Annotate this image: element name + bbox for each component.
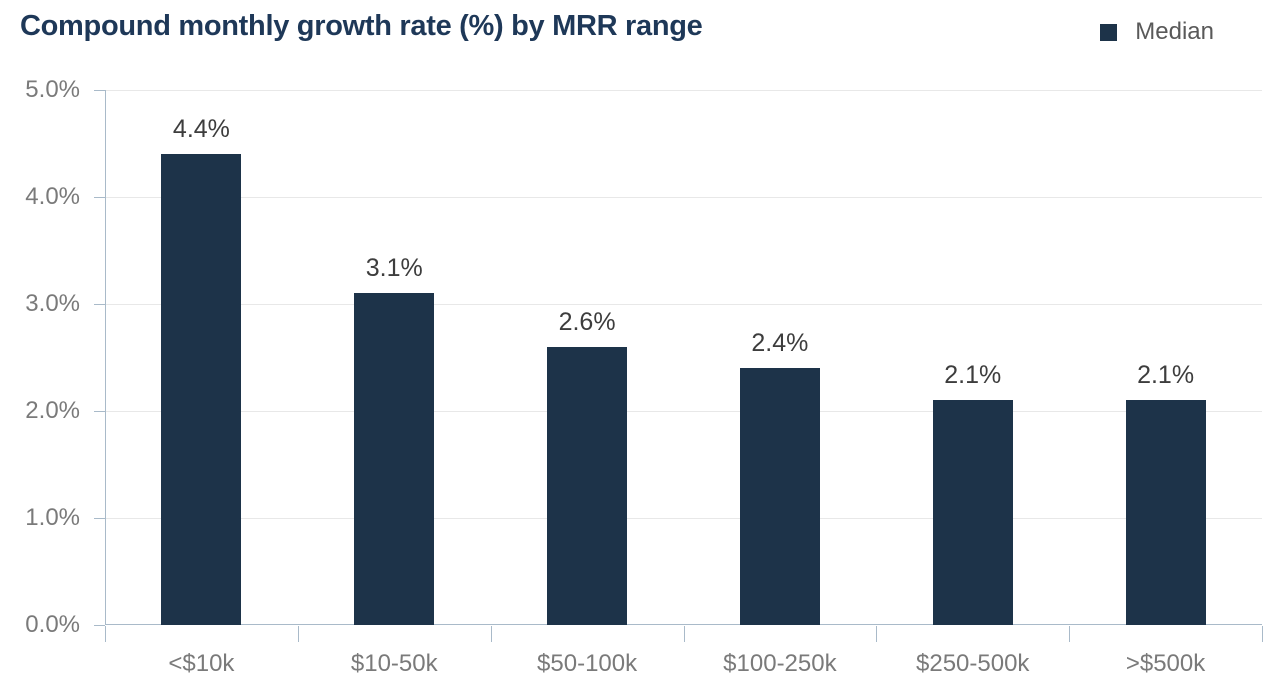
- chart-title: Compound monthly growth rate (%) by MRR …: [20, 10, 703, 42]
- y-axis-tick: [94, 411, 105, 412]
- y-axis-label: 4.0%: [25, 183, 80, 210]
- x-axis-label: >$500k: [1125, 650, 1206, 677]
- x-axis-tick: [490, 626, 492, 642]
- x-axis-label: $250-500k: [916, 650, 1030, 677]
- bar-column: 2.1%: [1069, 90, 1262, 625]
- bar-value-label: 2.6%: [558, 307, 616, 336]
- y-axis-tick: [94, 518, 105, 519]
- y-axis-label: 0.0%: [25, 611, 80, 638]
- x-axis-label: $50-100k: [537, 650, 638, 677]
- y-axis-label: 5.0%: [25, 76, 80, 103]
- bar-column: 2.1%: [876, 90, 1069, 625]
- bar: [161, 154, 242, 625]
- gridline: [106, 90, 1262, 91]
- bars-row: 4.4% 3.1% 2.6% 2.4% 2.1% 2.1%: [105, 90, 1262, 625]
- bar: [932, 400, 1013, 625]
- x-axis-label: $10-50k: [350, 650, 438, 677]
- x-axis-tick: [1262, 626, 1263, 642]
- legend-marker-square: [1100, 23, 1118, 41]
- x-axis-tick: [297, 626, 299, 642]
- bar-column: 4.4%: [105, 90, 298, 625]
- y-axis-tick: [94, 304, 105, 305]
- bar-column: 2.4%: [683, 90, 876, 625]
- bar: [1125, 400, 1206, 625]
- y-axis-label: 2.0%: [25, 397, 80, 424]
- y-axis-tick: [94, 90, 105, 91]
- gridline: [106, 197, 1262, 198]
- bar-value-label: 2.1%: [944, 361, 1002, 390]
- bar: [739, 368, 820, 625]
- gridline: [106, 518, 1262, 519]
- bar-value-label: 3.1%: [365, 254, 423, 283]
- x-axis-tick: [683, 626, 685, 642]
- bar-column: 3.1%: [298, 90, 491, 625]
- bar-column: 2.6%: [491, 90, 684, 625]
- bar-value-label: 2.1%: [1137, 361, 1195, 390]
- bar-value-label: 2.4%: [751, 329, 809, 358]
- x-axis-labels: <$10k $10-50k $50-100k $100-250k $250-500k >$…: [105, 644, 1262, 684]
- legend: Median: [1100, 18, 1214, 46]
- y-axis-tick: [94, 625, 105, 626]
- plot-area: [105, 90, 1262, 625]
- y-axis-tick: [94, 197, 105, 198]
- bar: [354, 293, 435, 625]
- x-axis-label: $100-250k: [723, 650, 837, 677]
- x-axis-label: <$10k: [168, 650, 235, 677]
- x-axis-tick: [1069, 626, 1071, 642]
- bar: [547, 346, 628, 625]
- y-axis-label: 1.0%: [25, 504, 80, 531]
- legend-label: Median: [1135, 18, 1214, 45]
- bar-value-label: 4.4%: [172, 115, 230, 144]
- gridline: [106, 304, 1262, 305]
- x-axis-tick: [105, 626, 106, 642]
- y-axis-label: 3.0%: [25, 290, 80, 317]
- gridline: [106, 411, 1262, 412]
- x-axis-tick: [876, 626, 878, 642]
